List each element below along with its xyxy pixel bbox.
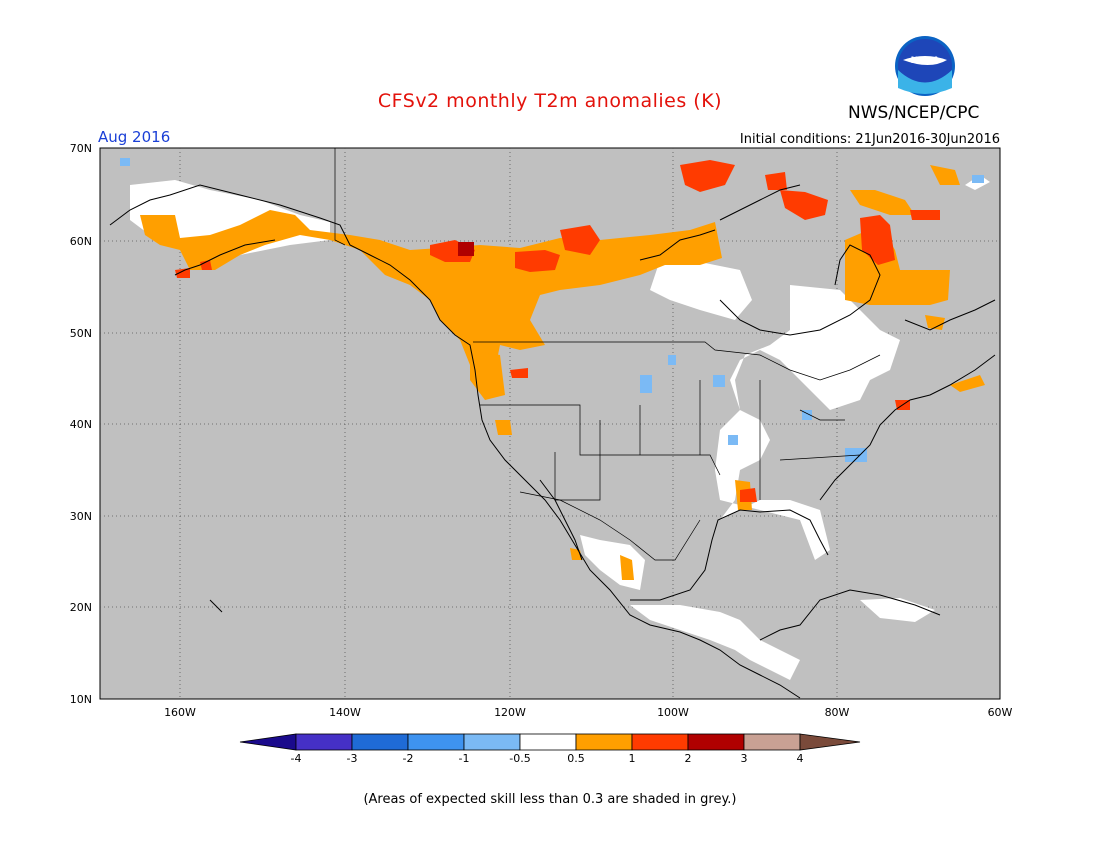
colorbar-label: 1	[628, 752, 636, 765]
colorbar-label: -1	[458, 752, 470, 765]
colorbar-max-triangle	[799, 733, 861, 751]
cool-anomaly-regions	[120, 158, 984, 462]
lat-label-30n: 30N	[69, 510, 92, 523]
colorbar-bin	[351, 733, 409, 751]
lon-label-140w: 140W	[329, 706, 361, 719]
coastlines	[109, 184, 996, 699]
colorbar-min-triangle	[239, 733, 297, 751]
colorbar-bin	[295, 733, 353, 751]
colorbar-label: -4	[290, 752, 302, 765]
colorbar-label: 0.5	[567, 752, 585, 765]
colorbar-label: -3	[346, 752, 358, 765]
agency-label: NWS/NCEP/CPC	[848, 103, 980, 123]
lon-label-60w: 60W	[987, 706, 1013, 719]
colorbar-bin	[631, 733, 689, 751]
lon-label-160w: 160W	[164, 706, 196, 719]
lat-label-20n: 20N	[69, 601, 92, 614]
colorbar-label: -0.5	[509, 752, 531, 765]
lon-label-120w: 120W	[494, 706, 526, 719]
colorbar-label: 4	[796, 752, 804, 765]
noaa-logo-icon: NOAA	[895, 36, 955, 96]
political-borders	[334, 148, 881, 561]
forecast-period: Aug 2016	[98, 128, 171, 146]
skill-footnote: (Areas of expected skill less than 0.3 a…	[363, 792, 737, 807]
lat-label-60n: 60N	[69, 235, 92, 248]
colorbar-bin	[407, 733, 465, 751]
lat-label-70n: 70N	[69, 142, 92, 155]
colorbar-label: -2	[402, 752, 414, 765]
colorbar-label: 3	[740, 752, 748, 765]
very-warm-regions	[458, 242, 474, 256]
logo-text: NOAA	[911, 56, 940, 66]
map-title: CFSv2 monthly T2m anomalies (K)	[377, 90, 723, 112]
lon-label-100w: 100W	[657, 706, 689, 719]
colorbar-bin	[463, 733, 521, 751]
lat-label-10n: 10N	[69, 693, 92, 706]
colorbar-label: 2	[684, 752, 692, 765]
colorbar-bin	[743, 733, 801, 751]
lat-label-50n: 50N	[69, 327, 92, 340]
lon-label-80w: 80W	[824, 706, 850, 719]
colorbar-bin	[687, 733, 745, 751]
lat-label-40n: 40N	[69, 418, 92, 431]
colorbar	[239, 733, 861, 751]
colorbar-bin	[519, 733, 577, 751]
colorbar-bin	[575, 733, 633, 751]
strong-warm-regions	[175, 160, 940, 502]
initial-conditions: Initial conditions: 21Jun2016-30Jun2016	[739, 132, 1000, 147]
